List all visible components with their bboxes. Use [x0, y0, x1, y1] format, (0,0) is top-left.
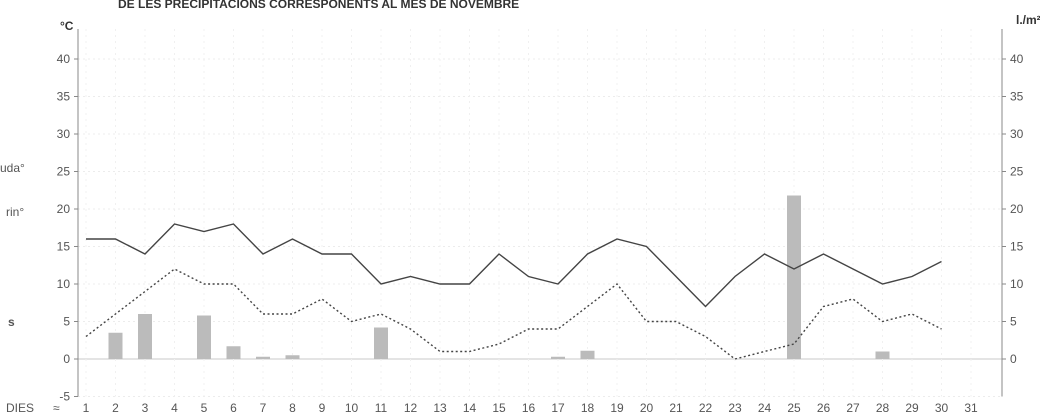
right-unit-label: l./m² [1016, 13, 1040, 27]
temperature-lines [85, 223, 942, 360]
left-tick-label: 40 [57, 52, 71, 66]
precipitation-bar [226, 346, 241, 359]
right-tick-label: 35 [1010, 90, 1024, 104]
x-tick-label: 29 [905, 401, 919, 415]
chart-header-fragment: DE LES PRECIPITACIONS CORRESPONENTS AL M… [118, 0, 519, 11]
x-tick-label: 8 [289, 401, 296, 415]
side-label-bold: s [8, 315, 15, 329]
x-tick-label: 17 [551, 401, 565, 415]
x-tick-label: 5 [201, 401, 208, 415]
left-tick-label: 0 [63, 352, 70, 366]
x-tick-label: 23 [728, 401, 742, 415]
x-tick-label: 18 [581, 401, 595, 415]
x-axis-label: DIES [6, 401, 34, 415]
x-tick-label: 14 [463, 401, 477, 415]
precipitation-bar [138, 314, 152, 359]
x-tick-label: 13 [433, 401, 447, 415]
x-tick-label: 31 [964, 401, 978, 415]
x-tick-label: 2 [112, 401, 119, 415]
min-temperature-line [85, 268, 942, 360]
left-tick-label: 35 [57, 90, 71, 104]
x-tick-label: 28 [876, 401, 890, 415]
left-tick-label: 25 [57, 165, 71, 179]
x-tick-label: 24 [758, 401, 772, 415]
x-tick-label: 19 [610, 401, 624, 415]
max-temperature-line [86, 223, 942, 308]
x-tick-label: 10 [345, 401, 359, 415]
precipitation-bar [285, 355, 300, 359]
x-tick-label: 7 [260, 401, 267, 415]
x-tick-label: 16 [522, 401, 536, 415]
right-tick-label: 5 [1010, 315, 1017, 329]
x-tick-label: 15 [492, 401, 506, 415]
precipitation-bar [374, 327, 388, 359]
x-tick-label: 6 [230, 401, 237, 415]
side-label-lower: rin° [6, 205, 24, 219]
precipitation-bars [108, 195, 890, 359]
right-tick-label: 30 [1010, 127, 1024, 141]
x-tick-label: 26 [817, 401, 831, 415]
x-tick-label: 1 [83, 401, 90, 415]
precipitation-bar [108, 332, 123, 359]
left-tick-label: 20 [57, 202, 71, 216]
precipitation-bar [580, 350, 595, 359]
x-tick-label: 11 [375, 401, 388, 415]
left-unit-label: °C [60, 19, 74, 33]
x-tick-label: 27 [846, 401, 860, 415]
x-tick-label: 21 [669, 401, 683, 415]
x-tick-label: 3 [142, 401, 149, 415]
x-tick-label: 20 [640, 401, 654, 415]
x-tick-label: 30 [935, 401, 949, 415]
axes [74, 29, 1006, 397]
x-axis-start-marker: ≈ [53, 401, 60, 415]
precipitation-bar [875, 351, 890, 359]
right-tick-label: 15 [1010, 240, 1024, 254]
left-tick-label: 10 [57, 277, 71, 291]
x-tick-label: 9 [319, 401, 326, 415]
x-tick-label: 4 [171, 401, 178, 415]
left-tick-label: 15 [57, 240, 71, 254]
side-label-upper: uda° [0, 161, 25, 175]
left-tick-label: 30 [57, 127, 71, 141]
right-tick-label: 10 [1010, 277, 1024, 291]
right-tick-label: 25 [1010, 165, 1024, 179]
grid-lines [78, 29, 1002, 397]
right-tick-label: 20 [1010, 202, 1024, 216]
precipitation-bar [197, 315, 211, 359]
precipitation-bar [787, 195, 801, 359]
right-tick-label: 40 [1010, 52, 1024, 66]
left-tick-label: 5 [63, 315, 70, 329]
precipitation-bar [256, 356, 270, 359]
x-tick-label: 22 [699, 401, 713, 415]
left-tick-label: -5 [59, 390, 70, 404]
x-tick-label: 12 [404, 401, 418, 415]
right-tick-label: 0 [1010, 352, 1017, 366]
precipitation-bar [551, 356, 565, 359]
x-tick-label: 25 [787, 401, 801, 415]
